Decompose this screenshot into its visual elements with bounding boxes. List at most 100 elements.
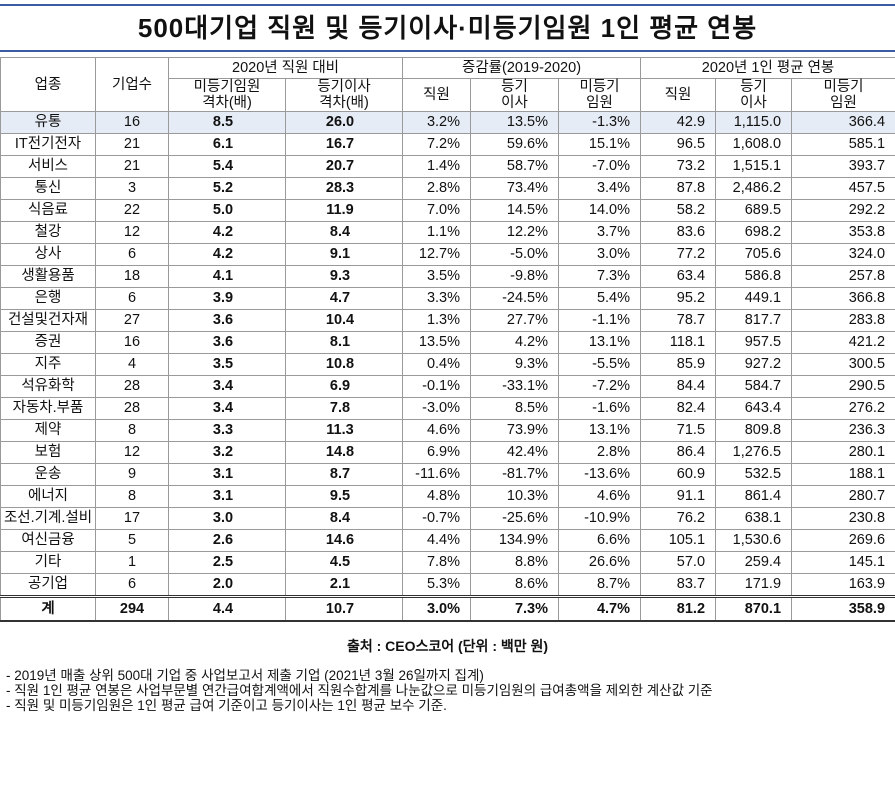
- header-cell: 미등기임원 격차(배): [169, 79, 286, 112]
- value-cell: 300.5: [792, 354, 895, 376]
- value-cell: 3.2: [169, 442, 286, 464]
- value-cell: 366.4: [792, 112, 895, 134]
- value-cell: 73.4%: [471, 178, 559, 200]
- value-cell: 26.6%: [559, 552, 641, 574]
- value-cell: 10.8: [286, 354, 403, 376]
- value-cell: 3.2%: [403, 112, 471, 134]
- value-cell: 10.7: [286, 597, 403, 622]
- value-cell: 6: [96, 244, 169, 266]
- value-cell: 27: [96, 310, 169, 332]
- value-cell: -1.1%: [559, 310, 641, 332]
- value-cell: 4.7%: [559, 597, 641, 622]
- industry-cell: 에너지: [1, 486, 96, 508]
- value-cell: 59.6%: [471, 134, 559, 156]
- industry-cell: 은행: [1, 288, 96, 310]
- industry-cell: 석유화학: [1, 376, 96, 398]
- value-cell: 3: [96, 178, 169, 200]
- value-cell: 5.3%: [403, 574, 471, 597]
- value-cell: 9.1: [286, 244, 403, 266]
- value-cell: 532.5: [716, 464, 792, 486]
- value-cell: 7.8: [286, 398, 403, 420]
- value-cell: 230.8: [792, 508, 895, 530]
- value-cell: 2.8%: [403, 178, 471, 200]
- industry-cell: 자동차.부품: [1, 398, 96, 420]
- header-group: 2020년 직원 대비: [169, 58, 403, 79]
- value-cell: 698.2: [716, 222, 792, 244]
- value-cell: 73.2: [641, 156, 716, 178]
- value-cell: 78.7: [641, 310, 716, 332]
- value-cell: -13.6%: [559, 464, 641, 486]
- industry-cell: 제약: [1, 420, 96, 442]
- value-cell: 8: [96, 486, 169, 508]
- value-cell: 3.3%: [403, 288, 471, 310]
- value-cell: 4.2: [169, 222, 286, 244]
- value-cell: 163.9: [792, 574, 895, 597]
- value-cell: 13.1%: [559, 420, 641, 442]
- header-group: 증감률(2019-2020): [403, 58, 641, 79]
- value-cell: 21: [96, 134, 169, 156]
- value-cell: 12.7%: [403, 244, 471, 266]
- value-cell: 5: [96, 530, 169, 552]
- value-cell: 118.1: [641, 332, 716, 354]
- value-cell: 3.9: [169, 288, 286, 310]
- value-cell: 11.9: [286, 200, 403, 222]
- value-cell: 17: [96, 508, 169, 530]
- industry-cell: 보험: [1, 442, 96, 464]
- value-cell: 927.2: [716, 354, 792, 376]
- value-cell: -7.2%: [559, 376, 641, 398]
- value-cell: 3.1: [169, 486, 286, 508]
- value-cell: 83.7: [641, 574, 716, 597]
- industry-cell: 식음료: [1, 200, 96, 222]
- value-cell: 292.2: [792, 200, 895, 222]
- value-cell: 58.7%: [471, 156, 559, 178]
- value-cell: -0.1%: [403, 376, 471, 398]
- value-cell: 3.0: [169, 508, 286, 530]
- value-cell: 3.1: [169, 464, 286, 486]
- note: - 직원 1인 평균 연봉은 사업부문별 연간급여합계액에서 직원수합계를 나눈…: [6, 683, 895, 698]
- value-cell: 3.4: [169, 398, 286, 420]
- industry-cell: 생활용품: [1, 266, 96, 288]
- value-cell: 1.4%: [403, 156, 471, 178]
- value-cell: 457.5: [792, 178, 895, 200]
- value-cell: 366.8: [792, 288, 895, 310]
- industry-cell: IT전기전자: [1, 134, 96, 156]
- value-cell: 63.4: [641, 266, 716, 288]
- industry-cell: 서비스: [1, 156, 96, 178]
- value-cell: 638.1: [716, 508, 792, 530]
- value-cell: 57.0: [641, 552, 716, 574]
- value-cell: 7.3%: [559, 266, 641, 288]
- value-cell: 8.7: [286, 464, 403, 486]
- industry-cell: 공기업: [1, 574, 96, 597]
- value-cell: 8.1: [286, 332, 403, 354]
- value-cell: 81.2: [641, 597, 716, 622]
- value-cell: 957.5: [716, 332, 792, 354]
- value-cell: 84.4: [641, 376, 716, 398]
- value-cell: -33.1%: [471, 376, 559, 398]
- note: - 2019년 매출 상위 500대 기업 중 사업보고서 제출 기업 (202…: [6, 668, 895, 683]
- value-cell: 5.0: [169, 200, 286, 222]
- value-cell: 3.4: [169, 376, 286, 398]
- value-cell: 91.1: [641, 486, 716, 508]
- value-cell: 2.1: [286, 574, 403, 597]
- value-cell: -1.3%: [559, 112, 641, 134]
- value-cell: 3.5: [169, 354, 286, 376]
- value-cell: 8.6%: [471, 574, 559, 597]
- value-cell: 1,530.6: [716, 530, 792, 552]
- value-cell: 8.7%: [559, 574, 641, 597]
- value-cell: 7.8%: [403, 552, 471, 574]
- value-cell: 4.6%: [403, 420, 471, 442]
- value-cell: 9.3: [286, 266, 403, 288]
- value-cell: 259.4: [716, 552, 792, 574]
- value-cell: 236.3: [792, 420, 895, 442]
- value-cell: 3.7%: [559, 222, 641, 244]
